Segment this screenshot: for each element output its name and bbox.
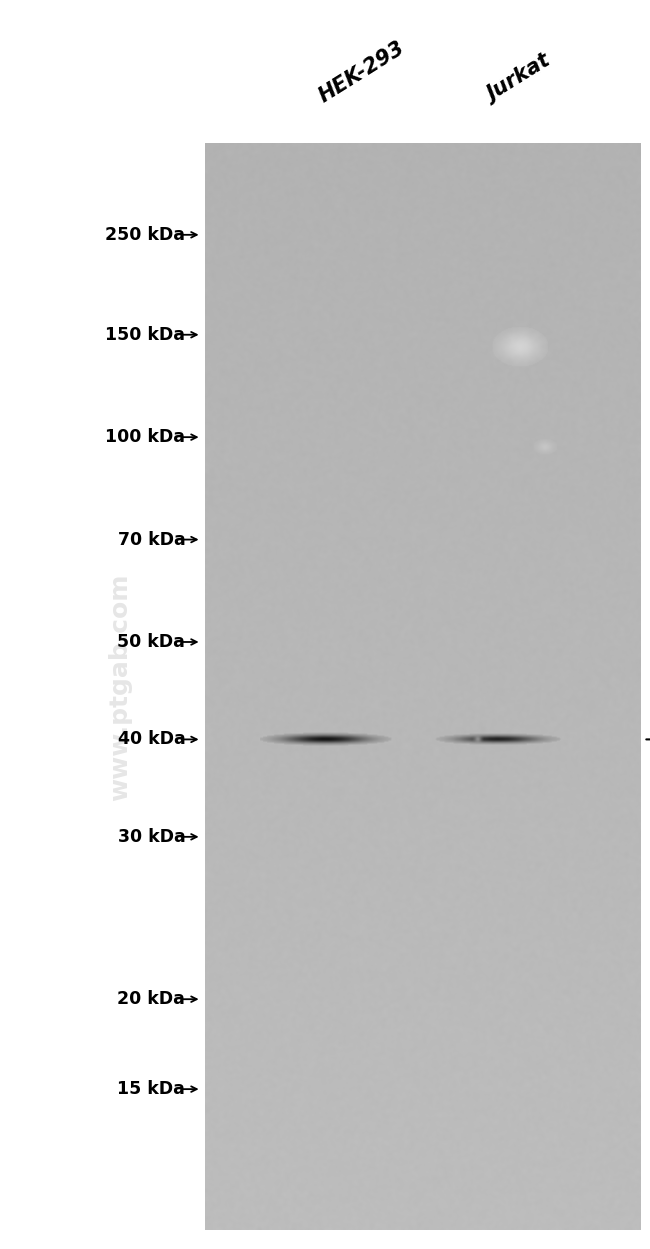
Text: Jurkat: Jurkat [484, 51, 555, 106]
Text: 50 kDa: 50 kDa [118, 633, 185, 651]
Text: 70 kDa: 70 kDa [118, 531, 185, 548]
Text: HEK-293: HEK-293 [315, 37, 408, 106]
Text: 30 kDa: 30 kDa [118, 828, 185, 846]
Text: 15 kDa: 15 kDa [118, 1080, 185, 1098]
Text: 150 kDa: 150 kDa [105, 326, 185, 343]
Text: 40 kDa: 40 kDa [118, 731, 185, 748]
Text: 250 kDa: 250 kDa [105, 226, 185, 244]
Text: 100 kDa: 100 kDa [105, 428, 185, 446]
Text: www.ptgab.com: www.ptgab.com [109, 573, 132, 801]
Text: 20 kDa: 20 kDa [118, 990, 185, 1008]
